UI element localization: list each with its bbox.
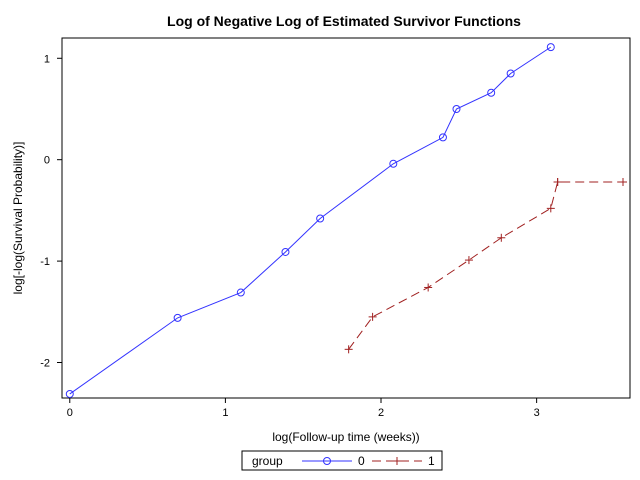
x-axis-label: log(Follow-up time (weeks)) — [272, 430, 419, 444]
y-tick-label: 0 — [44, 155, 50, 167]
legend-entry-0: 0 — [302, 454, 365, 468]
x-tick-label: 1 — [222, 407, 228, 419]
legend-swatch-marker — [393, 457, 401, 465]
legend-label: 0 — [358, 454, 365, 468]
data-point-0 — [438, 133, 447, 142]
series-group-1 — [344, 178, 627, 354]
legend-swatch-marker — [323, 457, 331, 465]
data-point-0 — [281, 247, 290, 256]
data-point-1 — [344, 345, 353, 354]
legend-label: 1 — [428, 454, 435, 468]
data-point-1 — [546, 204, 555, 213]
data-point-0 — [452, 104, 461, 113]
data-point-1 — [553, 178, 562, 186]
data-point-1 — [464, 256, 473, 265]
y-tick-label: 1 — [44, 53, 50, 65]
data-point-0 — [316, 214, 325, 223]
legend-title: group — [252, 454, 283, 468]
data-point-1 — [497, 233, 506, 242]
chart-title: Log of Negative Log of Estimated Survivo… — [167, 13, 521, 29]
series-group-0 — [65, 43, 555, 398]
data-point-0 — [236, 288, 245, 297]
series-layer — [65, 43, 627, 398]
data-point-1 — [368, 312, 377, 321]
x-tick-label: 0 — [67, 407, 73, 419]
data-point-0 — [173, 313, 182, 322]
y-tick-label: -2 — [40, 358, 50, 370]
x-tick-label: 3 — [534, 407, 540, 419]
data-point-0 — [389, 159, 398, 168]
y-axis-label: log[-log(Survival Probability)] — [11, 142, 25, 295]
x-tick-label: 2 — [378, 407, 384, 419]
legend-entry-1: 1 — [372, 454, 435, 468]
data-point-1 — [618, 178, 627, 186]
series-line-1 — [348, 181, 623, 350]
axis-ticks: 0 1 2 3 -2 -1 0 1 — [40, 53, 539, 419]
data-point-0 — [546, 43, 555, 52]
plot-frame — [61, 37, 631, 399]
data-point-0 — [506, 69, 515, 78]
data-point-0 — [65, 389, 74, 398]
data-point-1 — [424, 283, 433, 292]
data-point-0 — [487, 88, 496, 97]
y-tick-label: -1 — [40, 256, 50, 268]
series-line-0 — [69, 46, 552, 395]
